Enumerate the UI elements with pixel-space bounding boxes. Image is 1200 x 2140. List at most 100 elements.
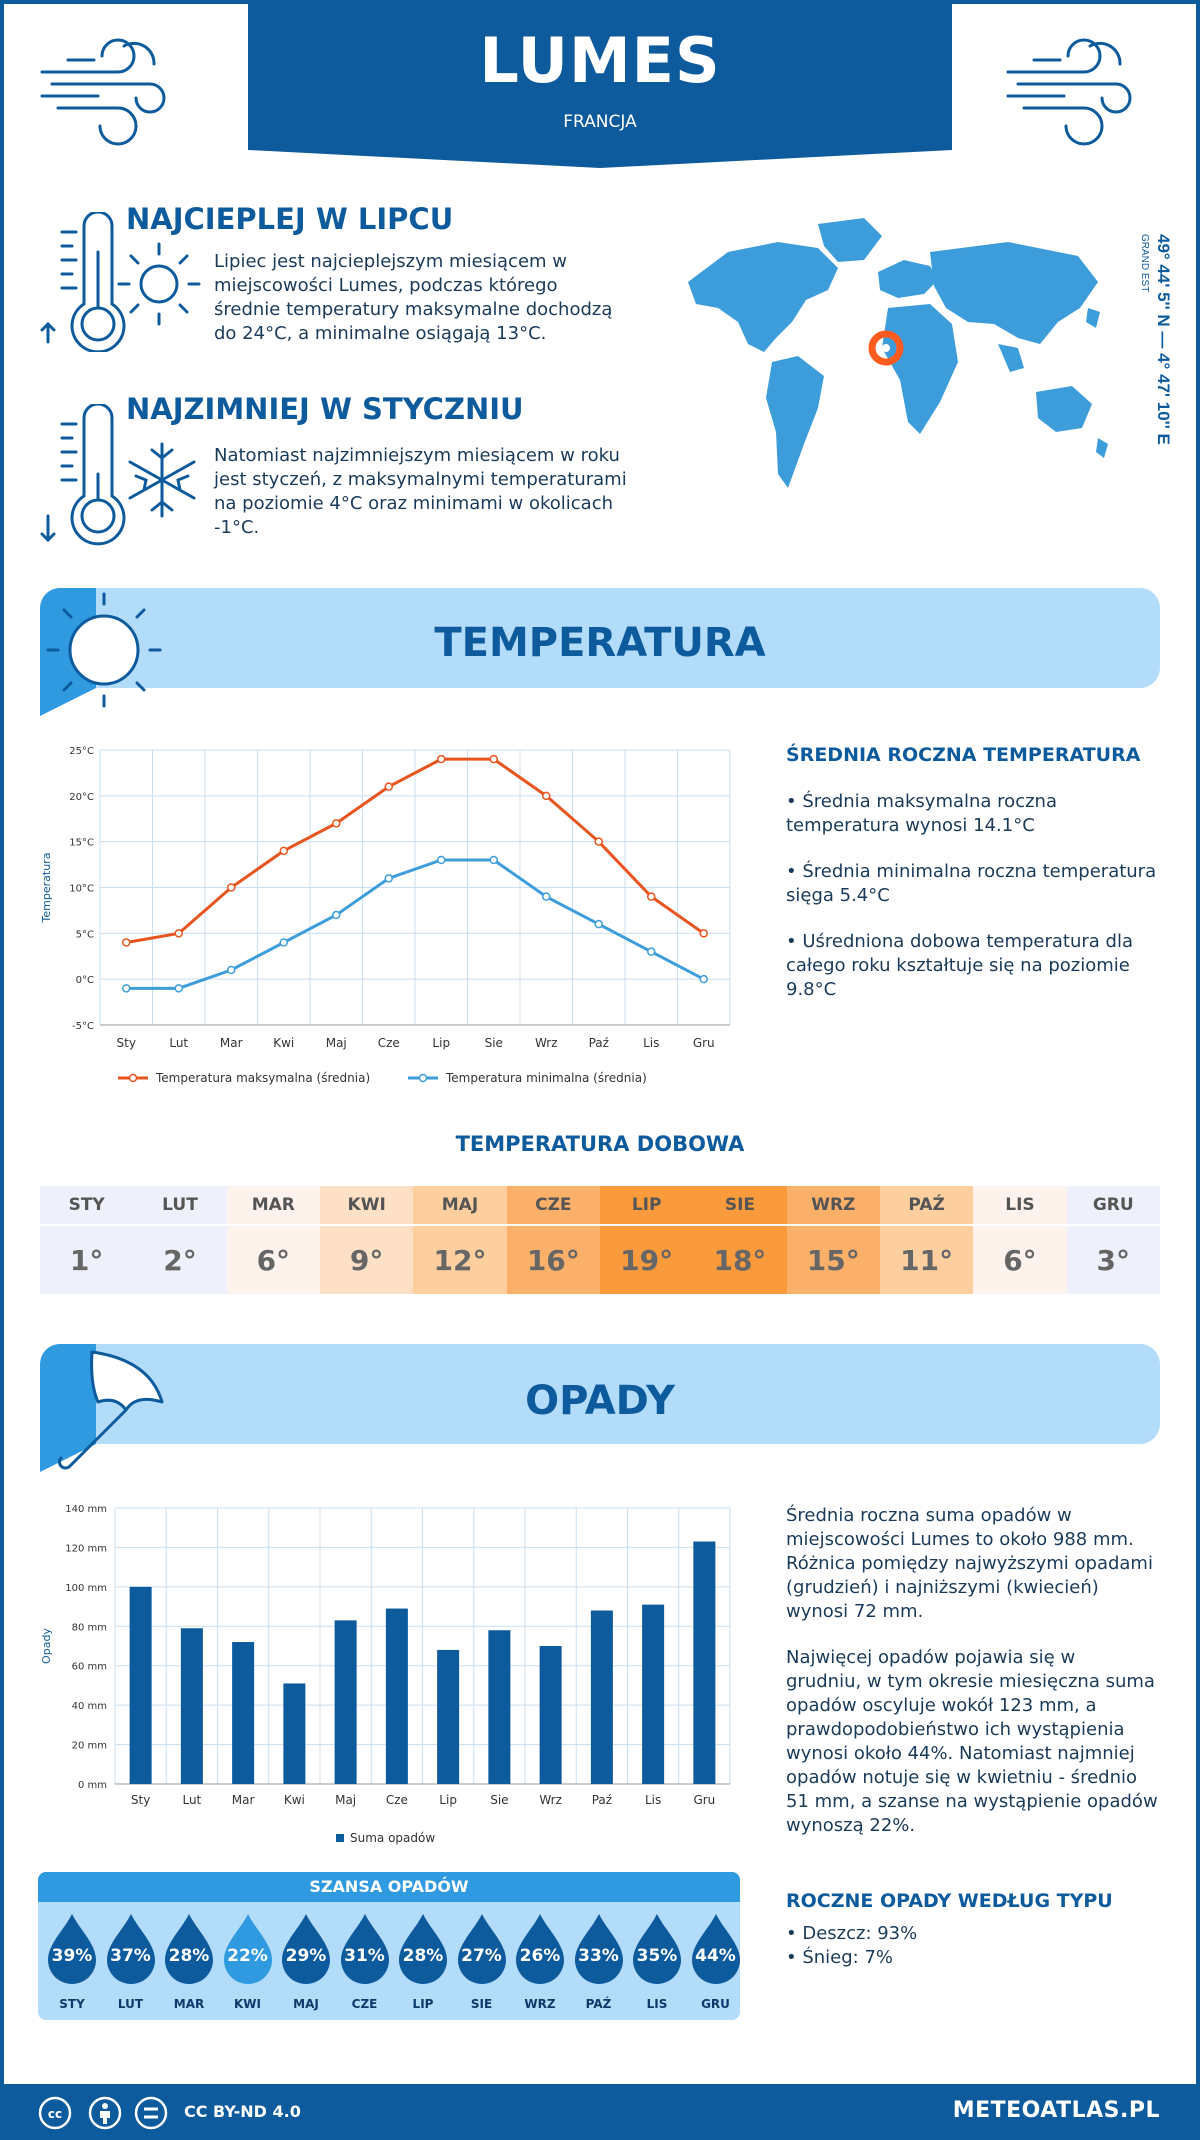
temperature-section-header [40, 588, 1160, 716]
x-tick-label: Wrz [539, 1793, 562, 1807]
license-label: CC BY-ND 4.0 [184, 2102, 301, 2121]
daily-temp-month: PAŹ [908, 1195, 945, 1215]
daily-temp-value: 12° [413, 1224, 507, 1296]
chance-value: 37% [110, 1946, 151, 1966]
daily-temp-cell: MAJ 12° [413, 1186, 507, 1296]
raindrop-icon [399, 1914, 447, 1984]
data-point [594, 919, 603, 929]
country-name: FRANCJA [563, 112, 637, 132]
daily-temp-month: MAJ [441, 1195, 479, 1215]
y-tick-label: 5°C [76, 929, 94, 940]
data-point [542, 791, 551, 801]
y-tick-label: 20 mm [72, 1741, 107, 1752]
chance-month: STY [59, 1997, 85, 2011]
bar [180, 1628, 203, 1784]
city-name: LUMES [479, 24, 721, 97]
annual-temperature-title: ŚREDNIA ROCZNA TEMPERATURA [786, 744, 1141, 766]
x-tick-label: Maj [335, 1793, 356, 1807]
chance-month: LIS [646, 1997, 668, 2011]
y-tick-label: 15°C [69, 838, 94, 849]
cold-thermometer-icon [40, 404, 196, 546]
x-tick-label: Lip [432, 1036, 450, 1050]
y-axis-label: Opady [40, 1628, 53, 1664]
legend-label: Suma opadów [350, 1831, 435, 1845]
bar [334, 1620, 357, 1784]
x-tick-label: Gru [693, 1036, 715, 1050]
y-tick-label: 0 mm [78, 1780, 107, 1791]
daily-temp-cell: SIE 18° [693, 1186, 787, 1294]
chance-drop: 29% [280, 1912, 332, 1984]
daily-temp-month: LIP [631, 1195, 662, 1215]
y-axis-label: Temperatura [40, 853, 53, 924]
x-tick-label: Sty [117, 1036, 136, 1050]
x-tick-label: Maj [326, 1036, 347, 1050]
cc-license-icons: cc [38, 2096, 168, 2130]
y-tick-label: 100 mm [65, 1583, 107, 1594]
chance-month: PAŹ [585, 1997, 612, 2011]
bar [539, 1646, 562, 1784]
series-line [126, 858, 705, 990]
data-point [384, 782, 393, 791]
x-tick-label: Paź [592, 1793, 612, 1807]
chance-drop: 22% [222, 1912, 274, 1984]
chance-value: 28% [168, 1946, 210, 1966]
x-tick-label: Sie [490, 1793, 508, 1807]
wind-icon [40, 38, 166, 146]
precipitation-chart: 0 mm 20 mm 40 mm 60 mm 80 mm 100 mm 120 mm 140 … [40, 1504, 731, 1845]
bar [437, 1649, 460, 1784]
coordinates-region: GRAND EST [1140, 234, 1150, 292]
chance-value: 29% [285, 1946, 327, 1966]
data-point [279, 938, 288, 947]
chance-value: 26% [519, 1946, 561, 1966]
data-point [384, 874, 393, 883]
daily-temp-month: KWI [347, 1195, 386, 1215]
raindrop-icon [691, 1914, 740, 1984]
y-tick-label: 10°C [69, 884, 94, 895]
raindrop-icon [223, 1914, 272, 1984]
data-point [647, 892, 656, 901]
y-tick-label: 25°C [69, 746, 94, 757]
daily-temp-cell: LUT 2° [133, 1186, 227, 1294]
daily-temp-cell: PAŹ 11° [879, 1186, 974, 1296]
daily-temp-cell: KWI 9° [319, 1186, 414, 1296]
daily-temp-value: 1° [40, 1224, 134, 1296]
chance-month: KWI [234, 1997, 261, 2011]
chance-month: LUT [117, 1997, 144, 2011]
data-point [332, 910, 341, 920]
raindrop-icon [340, 1914, 389, 1984]
raindrop-icon [574, 1914, 623, 1984]
x-tick-label: Mar [232, 1793, 255, 1807]
daily-temperature-table: STY 1° LUT 2° MAR 6° KWI 9° MAJ 12° CZE 16° LIP 19° SI… [40, 1186, 1160, 1294]
data-point [489, 855, 498, 865]
bar [693, 1541, 716, 1784]
legend-label: Temperatura minimalna (średnia) [445, 1071, 647, 1085]
chance-drop: 26% [514, 1912, 566, 1984]
precipitation-type-rain: • Deszcz: 93% [786, 1923, 918, 1944]
chance-month: MAR [173, 1997, 205, 2011]
site-link[interactable]: METEOATLAS.PL [952, 2098, 1160, 2123]
x-tick-label: Gru [693, 1793, 715, 1807]
daily-temp-value: 6° [226, 1224, 320, 1296]
data-point [227, 883, 236, 892]
chance-drop: 28% [163, 1912, 215, 1984]
chance-value: 31% [344, 1946, 385, 1966]
x-tick-label: Cze [386, 1793, 408, 1807]
chance-month: WRZ [524, 1997, 556, 2011]
data-point [122, 938, 131, 947]
chance-value: 44% [695, 1946, 736, 1966]
bar [590, 1610, 613, 1784]
chance-value: 35% [636, 1946, 678, 1966]
daily-temp-month: MAR [251, 1195, 295, 1215]
daily-temp-month: LIS [1005, 1195, 1035, 1215]
x-tick-label: Wrz [535, 1036, 558, 1050]
chance-value: 39% [51, 1946, 93, 1966]
world-map [688, 218, 1108, 488]
data-point [489, 754, 498, 764]
data-point [227, 965, 236, 975]
legend-swatch [336, 1834, 344, 1842]
daily-temp-value: 9° [319, 1224, 414, 1296]
daily-temp-value: 11° [879, 1224, 974, 1296]
precipitation-section-title: OPADY [525, 1378, 675, 1424]
daily-temp-value: 16° [506, 1224, 600, 1296]
daily-temp-cell: CZE 16° [506, 1186, 600, 1296]
